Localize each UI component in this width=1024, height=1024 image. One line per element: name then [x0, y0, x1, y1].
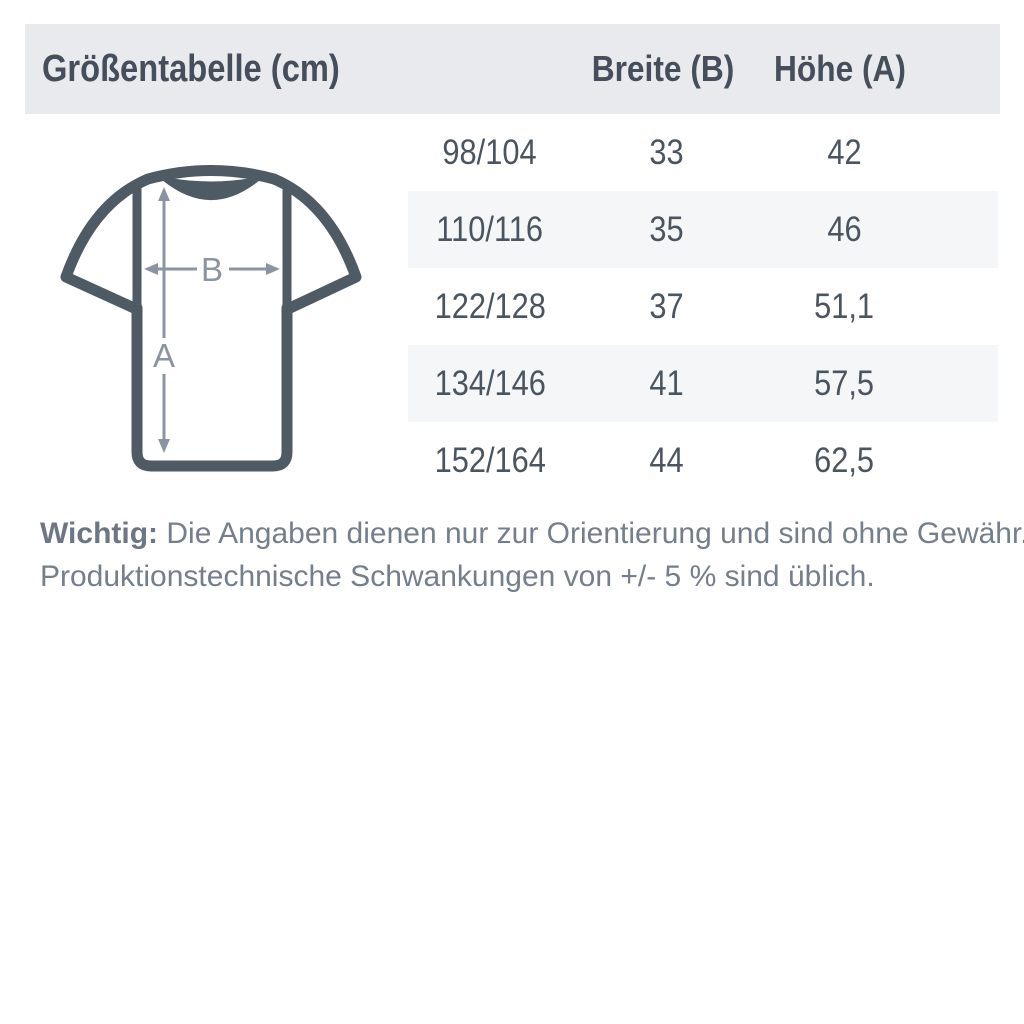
disclaimer-note: Wichtig: Die Angaben dienen nur zur Orie… — [40, 512, 1024, 598]
hoehe-cell: 51,1 — [814, 287, 874, 326]
size-cell: 98/104 — [442, 133, 538, 172]
size-chart-title-text: Größentabelle (cm) — [42, 48, 340, 90]
tshirt-collar — [162, 177, 260, 200]
size-cell: 134/146 — [434, 364, 546, 403]
measure-arrow-b — [144, 263, 280, 275]
size-chart-title: Größentabelle (cm) — [42, 24, 388, 114]
column-header-breite: Breite (B) — [591, 48, 735, 89]
table-row: 122/128 37 51,1 — [408, 268, 998, 345]
breite-cell: 41 — [648, 364, 684, 403]
tshirt-diagram: A B — [60, 165, 362, 472]
disclaimer-line-2: Produktionstechnische Schwankungen von +… — [40, 560, 875, 593]
hoehe-cell: 42 — [826, 133, 862, 172]
table-row: 134/146 41 57,5 — [408, 345, 998, 422]
size-cell: 110/116 — [436, 210, 544, 249]
hoehe-cell: 57,5 — [814, 364, 874, 403]
table-row: 110/116 35 46 — [408, 191, 998, 268]
table-row: 98/104 33 42 — [408, 114, 998, 191]
breite-cell: 44 — [648, 441, 684, 480]
size-cell: 152/164 — [434, 441, 546, 480]
breite-cell: 37 — [648, 287, 684, 326]
tshirt-outline — [60, 165, 362, 472]
hoehe-cell: 62,5 — [814, 441, 874, 480]
disclaimer-label: Wichtig: — [40, 517, 159, 550]
table-row: 152/164 44 62,5 — [408, 422, 998, 499]
size-chart-header-bar: Größentabelle (cm) Breite (B) Höhe (A) — [25, 24, 1000, 114]
column-header-hoehe: Höhe (A) — [773, 48, 906, 89]
measure-label-b: B — [201, 251, 223, 288]
hoehe-cell: 46 — [826, 210, 862, 249]
breite-cell: 33 — [648, 133, 684, 172]
disclaimer-line-1: Wichtig: Die Angaben dienen nur zur Orie… — [40, 517, 1024, 550]
breite-cell: 35 — [648, 210, 684, 249]
measure-label-a: A — [153, 337, 175, 374]
size-cell: 122/128 — [434, 287, 546, 326]
